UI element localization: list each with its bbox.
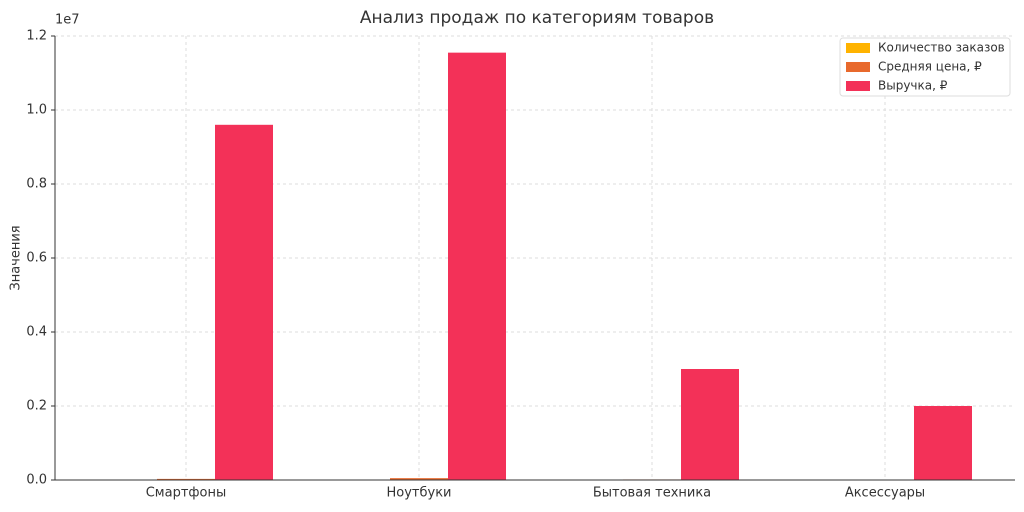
bar — [681, 369, 739, 480]
y-tick-label: 0.6 — [26, 251, 47, 266]
x-tick-label: Бытовая техника — [593, 486, 711, 501]
y-offset-label: 1e7 — [55, 13, 80, 28]
y-tick-label: 0.2 — [26, 399, 47, 414]
y-tick-label: 0.4 — [26, 325, 47, 340]
bar — [914, 406, 972, 480]
legend-swatch — [846, 81, 870, 91]
bar — [448, 53, 506, 480]
legend-swatch — [846, 62, 870, 72]
y-tick-label: 0.0 — [26, 473, 47, 488]
x-tick-label: Смартфоны — [146, 486, 227, 501]
legend-label: Количество заказов — [878, 41, 1005, 55]
y-axis-label: Значения — [9, 225, 24, 290]
chart-title: Анализ продаж по категориям товаров — [360, 8, 714, 28]
legend-label: Выручка, ₽ — [878, 79, 948, 93]
y-tick-label: 1.0 — [26, 103, 47, 118]
legend-label: Средняя цена, ₽ — [878, 60, 982, 74]
legend-swatch — [846, 43, 870, 53]
y-tick-label: 1.2 — [26, 29, 47, 44]
x-tick-label: Ноутбуки — [386, 486, 451, 501]
y-tick-label: 0.8 — [26, 177, 47, 192]
bar — [215, 125, 273, 480]
x-tick-label: Аксессуары — [845, 486, 925, 501]
